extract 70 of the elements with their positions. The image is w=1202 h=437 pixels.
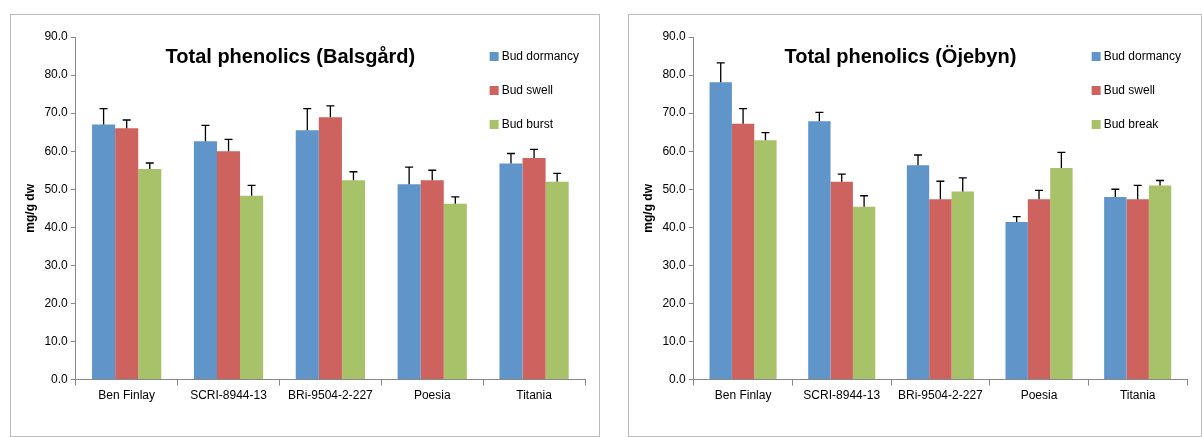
y-axis-title: mg/g dw <box>22 183 37 233</box>
chart-title: Total phenolics (Balsgård) <box>165 44 416 67</box>
x-tick-label: Ben Finlay <box>714 388 772 403</box>
bar <box>852 206 876 380</box>
bar <box>808 121 831 380</box>
bar <box>1005 222 1028 380</box>
x-tick-label: Poesia <box>413 388 451 403</box>
y-tick-label: 20.0 <box>662 295 687 310</box>
bar <box>115 128 139 380</box>
y-tick-label: 80.0 <box>662 67 687 82</box>
x-tick-label: SCRI-8944-13 <box>190 388 268 403</box>
legend-label: Bud dormancy <box>501 49 579 64</box>
y-tick-label: 60.0 <box>662 143 687 158</box>
bar <box>1148 185 1172 380</box>
y-tick-label: 90.0 <box>44 29 69 44</box>
bar <box>138 169 162 380</box>
x-tick-label: BRi-9504-2-227 <box>288 388 374 403</box>
y-tick-label: 50.0 <box>662 181 687 196</box>
x-tick-label: SCRI-8944-13 <box>803 388 881 403</box>
bar <box>1104 196 1127 380</box>
bar <box>1027 199 1051 380</box>
x-tick-label: Ben Finlay <box>98 388 156 403</box>
y-tick-label: 80.0 <box>44 67 69 82</box>
bar <box>1050 167 1073 380</box>
y-tick-label: 90.0 <box>662 29 687 44</box>
x-tick-label: Poesia <box>1020 388 1058 403</box>
bar <box>240 195 264 380</box>
y-tick-label: 10.0 <box>662 333 687 348</box>
bar <box>341 180 366 380</box>
bar <box>216 151 241 380</box>
legend-label: Bud swell <box>1103 83 1155 98</box>
y-tick-label: 0.0 <box>669 371 687 386</box>
legend-label: Bud dormancy <box>1103 49 1181 64</box>
bar <box>731 123 755 380</box>
y-tick-label: 60.0 <box>44 143 69 158</box>
y-tick-label: 70.0 <box>662 105 687 120</box>
bar <box>709 82 732 380</box>
x-tick-label: Titania <box>1119 388 1156 403</box>
y-tick-label: 30.0 <box>662 257 687 272</box>
bar <box>443 203 467 380</box>
y-tick-label: 20.0 <box>44 295 69 310</box>
bar <box>397 184 421 380</box>
y-tick-label: 10.0 <box>44 333 69 348</box>
bar <box>499 163 523 380</box>
legend-label: Bud swell <box>501 83 553 98</box>
bar <box>951 191 974 380</box>
legend-label: Bud break <box>1103 117 1160 132</box>
bar <box>545 181 569 380</box>
bar <box>295 130 319 380</box>
bar <box>830 181 853 380</box>
y-tick-label: 50.0 <box>44 181 69 196</box>
y-tick-label: 30.0 <box>44 257 69 272</box>
x-tick-label: Titania <box>516 388 553 403</box>
x-tick-label: BRi-9504-2-227 <box>898 388 984 403</box>
bar <box>420 180 444 380</box>
legend-label: Bud burst <box>501 117 554 132</box>
y-axis-title: mg/g dw <box>640 183 655 233</box>
bar <box>929 199 952 380</box>
chart-title: Total phenolics (Öjebyn) <box>784 44 1017 67</box>
y-tick-label: 40.0 <box>44 219 69 234</box>
bar <box>754 140 777 380</box>
bar <box>522 158 546 380</box>
y-tick-label: 0.0 <box>51 371 69 386</box>
y-tick-label: 70.0 <box>44 105 69 120</box>
y-tick-label: 40.0 <box>662 219 687 234</box>
bar <box>1126 199 1149 380</box>
bar <box>193 141 217 380</box>
bar <box>318 117 342 380</box>
bar <box>92 124 116 380</box>
bar <box>906 165 930 380</box>
